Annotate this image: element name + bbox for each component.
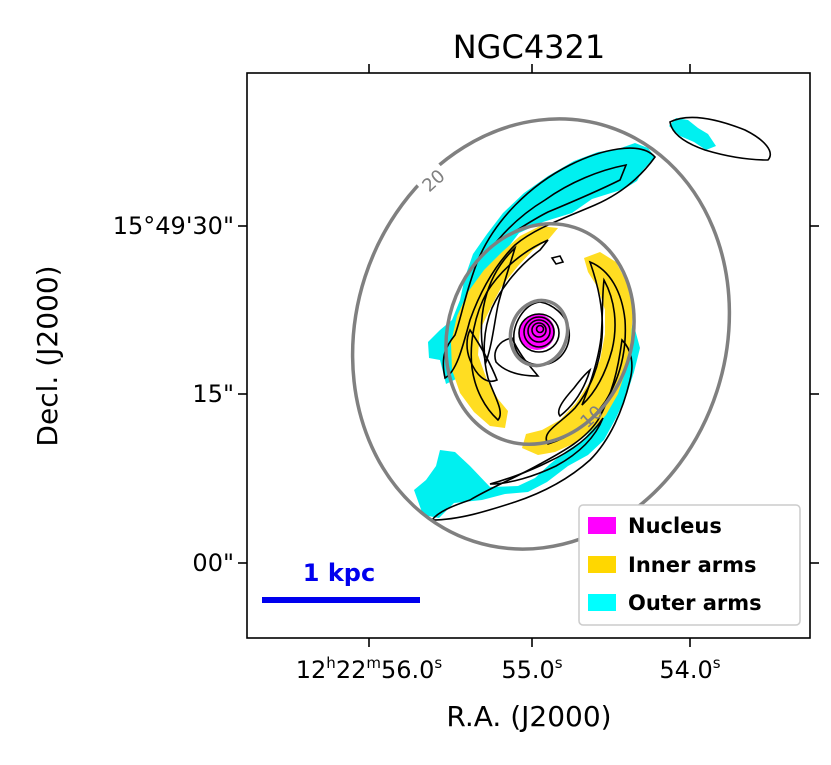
galactocentric-ellipses [350,117,732,551]
y-tick-label-0: 15°49'30" [113,212,234,240]
chart-title: NGC4321 [453,28,606,66]
contour-outer-nw [442,147,657,380]
legend-swatch-inner-arms [588,556,616,573]
ellipse-middle [444,222,636,446]
contour-inner-east-3 [557,367,592,418]
axes-frame [246,72,811,639]
legend-entry-outer-arms: Outer arms [588,591,762,615]
contour-core-5 [531,322,547,338]
contour-inner-east [545,260,627,445]
intensity-contours [430,116,771,521]
contour-core-6 [535,324,545,334]
contour-outer-se-inner [489,417,604,485]
x-tick-label-1: 55.0s [501,654,562,684]
x-axis [368,64,691,647]
x-tick-0-s: 56.0 [381,656,434,684]
contour-inner-west-3 [466,328,499,382]
y-axis [238,225,819,564]
legend-swatch-outer-arms [588,594,616,611]
outer-arm-southeast [414,322,640,518]
x-axis-label: R.A. (J2000) [446,700,611,733]
x-tick-label-2: 54.0s [659,654,720,684]
ellipse-label-20: 20 [413,161,451,198]
inner-arm-west [451,226,558,428]
contour-detached [669,116,771,161]
legend-entry-inner-arms: Inner arms [588,553,757,577]
x-tick-label-0: 12h22m56.0s [296,654,443,684]
plot-area: 20 10 1 kpc Nucleus Inner arms Outer arm… [262,116,801,626]
scale-bar-label: 1 kpc [303,559,375,587]
contour-inner-east-2 [581,277,616,406]
x-tick-0-h: 12 [296,656,327,684]
x-tick-2-s: 54.0 [659,656,712,684]
legend-label-outer-arms: Outer arms [628,591,762,615]
contour-core-ring [494,337,540,377]
legend-label-inner-arms: Inner arms [628,553,757,577]
contour-core-3 [523,316,555,348]
ellipse-inner [508,298,570,368]
y-axis-label: Decl. (J2000) [31,265,64,446]
legend-swatch-nucleus [588,517,616,534]
outer-arm-detached [669,118,716,150]
y-tick-label-1: 15" [192,380,234,408]
legend-label-nucleus: Nucleus [628,514,722,538]
inner-arm-east [522,252,633,455]
contour-small-spot [550,255,565,265]
legend-frame [578,504,801,626]
x-tick-1-s: 55.0 [501,656,554,684]
x-tick-0-m: 22 [336,656,367,684]
scale-bar: 1 kpc [262,559,420,603]
ellipse-label-20-text: 20 [418,166,449,197]
y-tick-label-2: 00" [192,549,234,577]
legend-entry-nucleus: Nucleus [588,514,722,538]
legend: Nucleus Inner arms Outer arms [578,504,801,626]
contour-inner-west-2 [480,245,517,365]
ellipse-outer [350,117,732,551]
contour-core-2 [518,313,560,353]
contour-core-4 [527,319,551,343]
